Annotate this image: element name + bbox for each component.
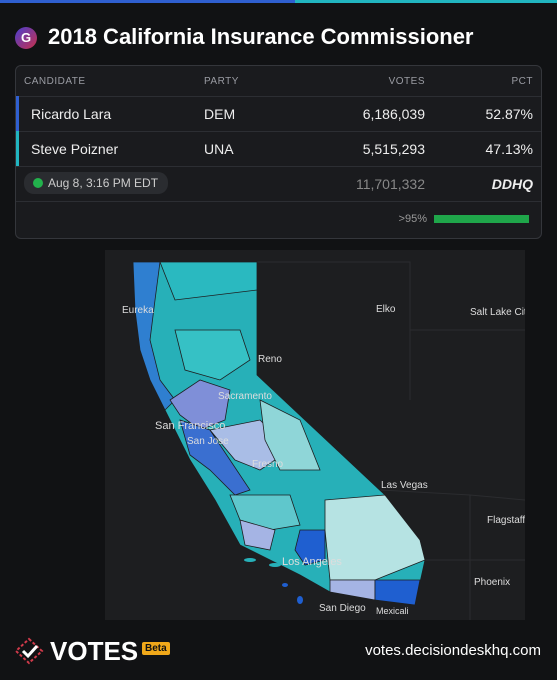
map-label: Flagstaff [487,515,525,526]
column-header: VOTES [388,76,425,87]
updated: Aug 8, 3:16 PM EDT [48,176,159,190]
candidate-row: Steve Poizner UNA 5,515,293 47.13% [16,131,541,167]
logo-diamond [15,637,44,665]
map-label: San Francisco [155,420,225,432]
county [169,379,231,431]
county [229,494,301,531]
county [239,519,276,551]
candidate: Ricardo Lara [31,106,112,122]
column-header: PARTY [204,76,239,87]
map-label: Salt Lake Cit [470,307,525,318]
map-label: San Jose [187,436,229,447]
summary-row: Aug 8, 3:16 PM EDT 11,701,332 DDHQ [16,166,541,202]
party-bar [16,131,19,166]
map-label: Eureka [122,305,154,316]
counties [132,261,426,606]
column-header: CANDIDATE [24,76,86,87]
reporting: >95% [398,213,427,225]
map-label: Las Vegas [381,480,428,491]
beta-badge: Beta [142,642,170,655]
map-label: Phoenix [474,577,510,588]
county [259,399,321,471]
map-label: Fresno [252,459,284,470]
county [294,529,326,566]
candidate: Steve Poizner [31,141,119,157]
county [159,261,258,301]
top-bar [0,0,557,3]
results-table: CANDIDATE PARTY VOTES PCT Ricardo Lara D… [15,65,542,239]
border [257,261,525,620]
party: UNA [204,141,234,157]
island [297,596,303,604]
county [179,419,251,496]
total-votes: 11,701,332 [355,176,425,192]
reporting-bar [434,215,529,223]
column-header: PCT [511,76,533,87]
map-label: Sacramento [218,391,272,402]
race-icon: G [15,27,37,49]
reporting-row: >95% [16,201,541,237]
live-dot [33,178,43,188]
county [324,494,426,581]
pct: 47.13% [485,141,533,157]
county [374,579,421,606]
pct: 52.87% [485,106,533,122]
state-borders [257,261,525,620]
candidate-row: Ricardo Lara DEM 6,186,039 52.87% [16,96,541,132]
source-logo: DDHQ [491,176,533,192]
brand-logo [15,637,44,665]
island [282,583,288,587]
header-row: CANDIDATE PARTY VOTES PCT [16,66,541,97]
logo-check [21,644,39,659]
map-label: Los Angeles [282,556,342,568]
island [244,558,256,562]
url: votes.decisiondeskhq.com [365,642,541,659]
map-label: Elko [376,304,396,315]
votes: 6,186,039 [362,106,425,122]
map-label: Mexicali [376,606,409,616]
county [174,329,251,381]
votes: 5,515,293 [362,141,425,157]
title: 2018 California Insurance Commissioner [48,24,474,49]
party-bar [16,96,19,131]
party: DEM [204,106,236,122]
map-label: San Diego [319,603,366,614]
islands [244,558,303,604]
island [269,563,281,567]
brand: VOTES [50,636,139,666]
map-label: Reno [258,354,282,365]
updated-pill: Aug 8, 3:16 PM EDT [24,172,169,194]
map: Eureka Elko Salt Lake Cit Reno Sacrament… [105,250,525,620]
